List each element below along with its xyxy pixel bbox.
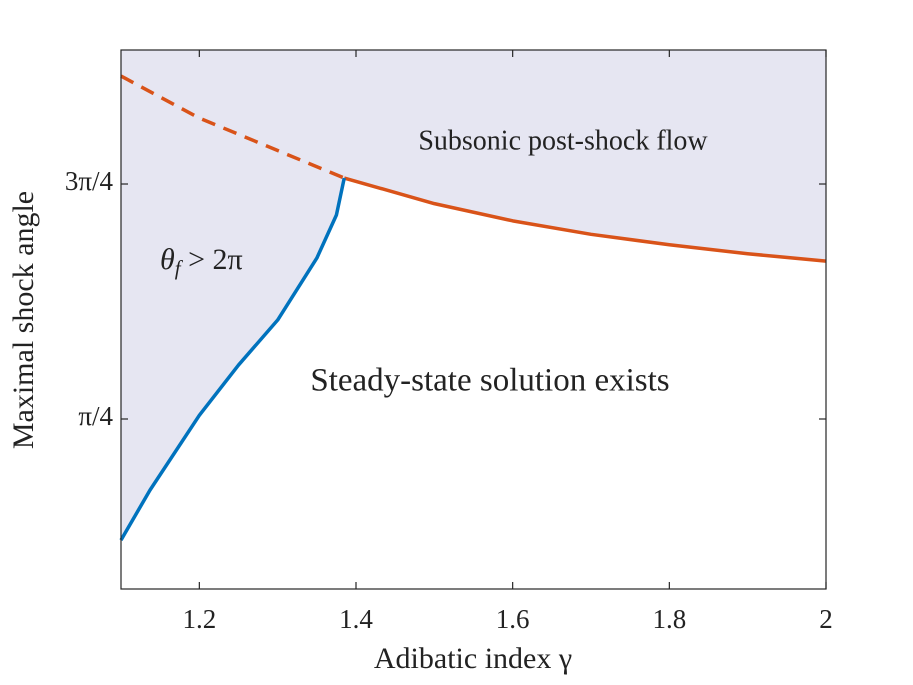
curve [343,176,827,263]
plot-frame [120,49,827,590]
annotation-sub: f [175,256,184,280]
annotation: θf > 2π [160,243,243,280]
y-axis-label: Maximal shock angle [7,191,40,449]
y-tick-label: π/4 [78,401,113,431]
curve [119,177,346,541]
y-tick-label: 3π/4 [65,166,114,196]
annotation-part: > 2π [181,243,243,276]
ticks-layer: 1.2 1.4 1.6 1.8 2 π/4 3π/4 [65,50,833,634]
x-tick-label: 2 [819,604,833,634]
annotation-part: θ [160,243,175,276]
shaded-region [121,50,826,541]
fill-layer [121,50,826,541]
x-tick-label: 1.6 [496,604,530,634]
annotation: Subsonic post-shock flow [418,125,708,156]
annotation: Steady-state solution exists [310,363,669,399]
curve [120,74,345,180]
x-tick-label: 1.4 [339,604,373,634]
x-axis-label: Adibatic index γ [374,642,572,675]
x-tick-label: 1.8 [652,604,686,634]
x-tick-label: 1.2 [182,604,216,634]
lines-layer [119,74,827,541]
